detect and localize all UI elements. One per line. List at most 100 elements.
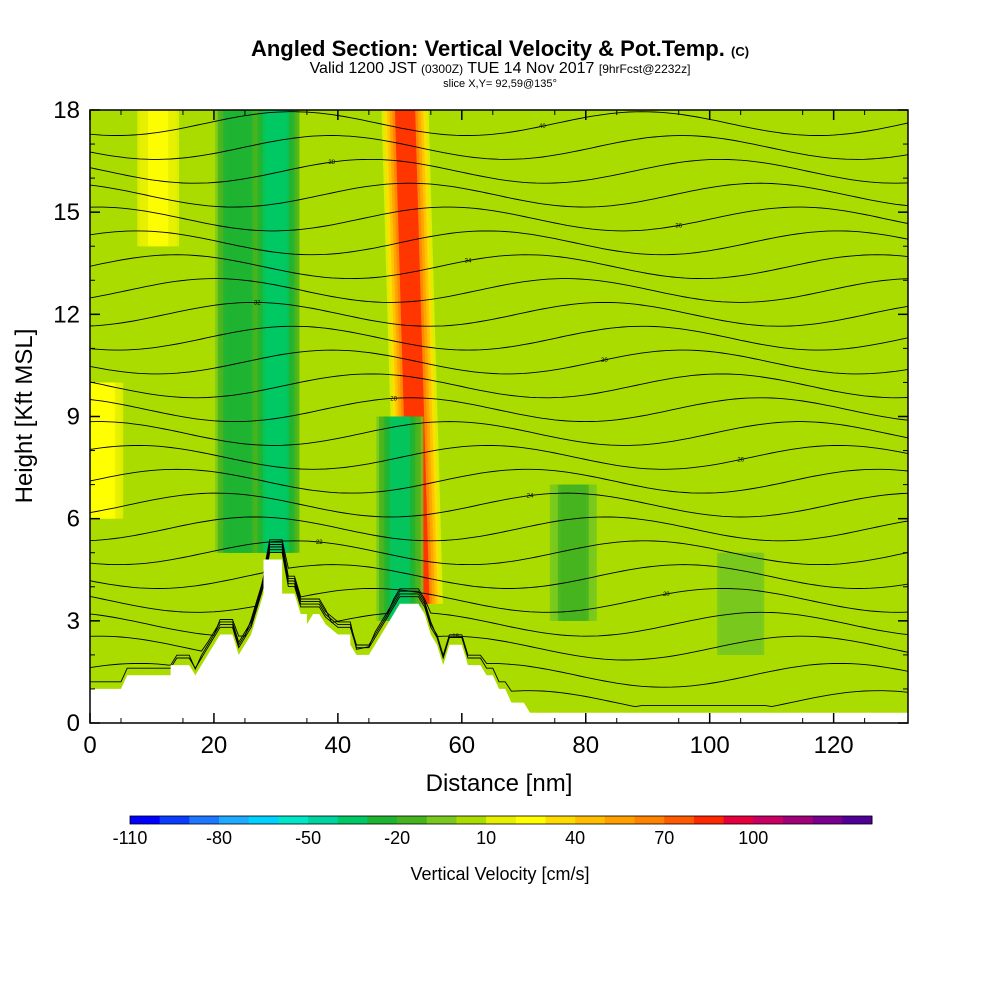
colorbar-swatch-3 xyxy=(219,816,250,824)
isentrope-6 xyxy=(90,540,908,566)
vertical-velocity-field xyxy=(90,110,908,723)
terrain-mask xyxy=(90,559,908,723)
colorbar-swatch-14 xyxy=(545,816,576,824)
x-tick-label-80: 80 xyxy=(572,732,599,759)
colorbar-swatch-1 xyxy=(159,816,190,824)
colorbar-tick-label-3: -20 xyxy=(384,828,410,848)
isentrope-label-8: 24 xyxy=(527,494,534,500)
isentrope-9 xyxy=(90,468,908,494)
isentrope-2 xyxy=(90,546,908,661)
isentrope-label-2: 18 xyxy=(452,634,459,640)
colorbar-tick-label-0: -110 xyxy=(113,828,148,848)
colorbar-tick-label-6: 70 xyxy=(654,828,674,848)
isentrope-14 xyxy=(90,349,908,375)
colorbar-swatch-19 xyxy=(693,816,725,824)
colorbar-swatch-5 xyxy=(278,816,309,824)
colorbar-swatch-11 xyxy=(456,816,487,824)
colorbar-frame xyxy=(129,815,873,825)
x-tick-label-20: 20 xyxy=(201,732,228,759)
y-tick-label-0: 0 xyxy=(67,710,80,737)
x-tick-label-40: 40 xyxy=(325,732,352,759)
colorbar-swatch-22 xyxy=(782,816,814,824)
downdraft-1-band-1 xyxy=(265,110,287,553)
isentrope-4 xyxy=(90,541,908,613)
isentrope-12 xyxy=(90,397,908,423)
colorbar-swatch-8 xyxy=(367,816,398,824)
colorbar-swatch-15 xyxy=(575,816,606,824)
colorbar-tick-label-4: 10 xyxy=(476,828,496,848)
colorbar-swatch-7 xyxy=(337,816,368,824)
isentrope-22 xyxy=(90,158,908,184)
colorbar-label: Vertical Velocity [cm/s] xyxy=(410,864,589,884)
colorbar-tick-label-5: 40 xyxy=(565,828,585,848)
y-tick-label-12: 12 xyxy=(53,301,80,328)
y-tick-label-18: 18 xyxy=(53,97,80,124)
colorbar-tick-label-2: -50 xyxy=(295,828,321,848)
isentrope-1 xyxy=(90,549,908,688)
x-axis-label: Distance [nm] xyxy=(426,770,573,797)
isentrope-13 xyxy=(90,373,908,399)
colorbar-swatch-18 xyxy=(664,816,695,824)
y-tick-label-6: 6 xyxy=(67,506,80,533)
isentrope-label-6: 22 xyxy=(316,540,323,546)
x-tick-label-60: 60 xyxy=(448,732,475,759)
updraft-1-band-1 xyxy=(148,110,169,247)
colorbar-swatch-13 xyxy=(515,816,547,824)
isentrope-21 xyxy=(90,182,908,208)
chart-slice-info: slice X,Y= 92,59@135° xyxy=(443,78,557,90)
isentrope-10 xyxy=(90,445,908,470)
terrain-polygon xyxy=(90,559,908,723)
colorbar-swatch-9 xyxy=(397,816,428,824)
downdraft-2-band-1 xyxy=(389,416,410,621)
colorbar-swatch-16 xyxy=(604,816,636,824)
downdraft-4-band-1 xyxy=(730,552,751,655)
colorbar: -110 -80 -50 -20 10 40 70 100 xyxy=(113,815,873,848)
chart-subtitle: Valid 1200 JST (0300Z) TUE 14 Nov 2017 [… xyxy=(309,60,691,77)
isentrope-label-16: 32 xyxy=(254,300,261,306)
isentrope-label-10: 26 xyxy=(737,458,744,464)
downdraft-3-band-1 xyxy=(563,484,584,621)
colorbar-swatch-0 xyxy=(130,816,161,824)
updraft-0-band-1 xyxy=(92,382,113,519)
isentrope-8 xyxy=(90,492,908,518)
isentrope-17 xyxy=(90,278,908,303)
colorbar-swatch-17 xyxy=(634,816,665,824)
isentrope-0 xyxy=(90,551,908,708)
isentrope-15 xyxy=(90,325,908,351)
colorbar-swatch-20 xyxy=(723,816,754,824)
x-tick-label-100: 100 xyxy=(690,732,730,759)
y-tick-label-15: 15 xyxy=(53,199,80,226)
isentrope-label-12: 28 xyxy=(390,396,397,402)
colorbar-swatch-4 xyxy=(248,816,279,824)
x-tick-label-120: 120 xyxy=(814,732,854,759)
isentrope-20 xyxy=(90,206,908,232)
colorbar-swatch-24 xyxy=(842,816,873,824)
isentrope-5 xyxy=(90,539,908,589)
isentrope-7 xyxy=(90,516,908,542)
colorbar-swatch-12 xyxy=(486,816,517,824)
isentrope-11 xyxy=(90,421,908,446)
y-axis-label: Height [Kft MSL] xyxy=(11,329,38,504)
isentrope-18 xyxy=(90,254,908,280)
isentrope-label-4: 20 xyxy=(663,592,670,598)
field-background xyxy=(90,110,908,723)
x-tick-label-0: 0 xyxy=(83,732,96,759)
isentrope-16 xyxy=(90,301,908,327)
chart-title: Angled Section: Vertical Velocity & Pot.… xyxy=(250,36,750,61)
colorbar-tick-label-7: 100 xyxy=(738,828,768,848)
isentrope-label-18: 34 xyxy=(465,259,472,265)
isentrope-23 xyxy=(90,135,908,160)
isentrope-24 xyxy=(90,111,908,136)
colorbar-swatch-6 xyxy=(308,816,339,824)
isentrope-label-22: 38 xyxy=(328,160,335,166)
y-tick-label-9: 9 xyxy=(67,404,80,431)
colorbar-swatch-21 xyxy=(753,816,784,824)
colorbar-swatch-10 xyxy=(426,816,457,824)
colorbar-tick-label-1: -80 xyxy=(206,828,232,848)
potential-temperature-contours: 15182022242628303234363840 xyxy=(90,111,908,708)
isentrope-label-14: 30 xyxy=(601,358,608,364)
colorbar-swatch-23 xyxy=(812,816,843,824)
isentrope-3 xyxy=(90,544,908,637)
